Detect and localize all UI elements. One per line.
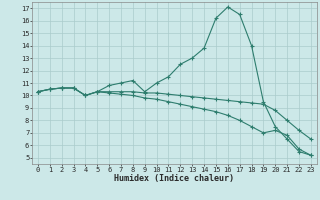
X-axis label: Humidex (Indice chaleur): Humidex (Indice chaleur) <box>115 174 234 183</box>
